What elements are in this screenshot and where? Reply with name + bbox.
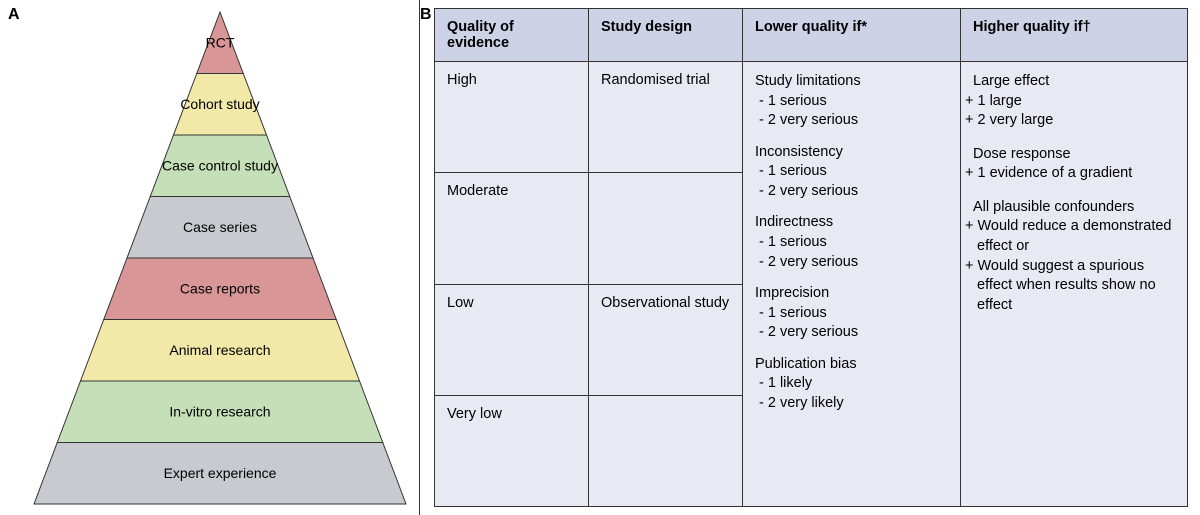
criteria-item: - 2 very serious bbox=[755, 182, 948, 202]
criteria-item: - 1 serious bbox=[755, 304, 948, 324]
criteria-item: + 2 very large bbox=[973, 111, 1175, 131]
design-cell bbox=[589, 396, 743, 506]
col-header-quality: Quality of evidence bbox=[435, 9, 589, 61]
criteria-item: + 1 evidence of a gradient bbox=[973, 164, 1175, 184]
design-cell: Randomised trial bbox=[589, 62, 743, 172]
lower-quality-cell: Study limitations- 1 serious- 2 very ser… bbox=[743, 62, 961, 506]
criteria-item: + Would reduce a demonstrated effect or bbox=[973, 217, 1175, 256]
criteria-block: Study limitations- 1 serious- 2 very ser… bbox=[755, 72, 948, 131]
criteria-title: Study limitations bbox=[755, 72, 948, 92]
pyramid-level-label: Case reports bbox=[180, 280, 260, 296]
panel-a-label: A bbox=[8, 6, 20, 24]
quality-cell: Very low bbox=[435, 396, 589, 506]
criteria-columns: Study limitations- 1 serious- 2 very ser… bbox=[743, 62, 1187, 506]
table-header-row: Quality of evidence Study design Lower q… bbox=[435, 9, 1187, 62]
criteria-item: - 1 serious bbox=[755, 92, 948, 112]
pyramid-level-label: Animal research bbox=[169, 342, 270, 358]
criteria-block: Dose response+ 1 evidence of a gradient bbox=[973, 145, 1175, 184]
criteria-block: Publication bias- 1 likely- 2 very likel… bbox=[755, 355, 948, 414]
criteria-item: + Would suggest a spurious effect when r… bbox=[973, 257, 1175, 316]
design-cell: Observational study bbox=[589, 285, 743, 395]
criteria-item: - 2 very likely bbox=[755, 394, 948, 414]
panel-b: B Quality of evidence Study design Lower… bbox=[420, 0, 1200, 515]
col-header-design: Study design bbox=[589, 9, 743, 61]
criteria-title: Large effect bbox=[973, 72, 1175, 92]
criteria-item: - 1 serious bbox=[755, 233, 948, 253]
criteria-title: All plausible confounders bbox=[973, 198, 1175, 218]
panel-b-label: B bbox=[420, 6, 432, 24]
criteria-block: Inconsistency- 1 serious- 2 very serious bbox=[755, 143, 948, 202]
quality-row: Very low bbox=[435, 396, 743, 506]
pyramid-level-label: RCT bbox=[206, 34, 235, 50]
criteria-item: + 1 large bbox=[973, 92, 1175, 112]
criteria-item: - 2 very serious bbox=[755, 323, 948, 343]
criteria-item: - 1 serious bbox=[755, 162, 948, 182]
quality-row: LowObservational study bbox=[435, 285, 743, 396]
pyramid-level-label: Cohort study bbox=[180, 96, 259, 112]
criteria-item: - 2 very serious bbox=[755, 111, 948, 131]
design-cell bbox=[589, 173, 743, 283]
criteria-block: Indirectness- 1 serious- 2 very serious bbox=[755, 213, 948, 272]
pyramid-level-label: Case control study bbox=[162, 157, 278, 173]
criteria-title: Indirectness bbox=[755, 213, 948, 233]
grade-table: Quality of evidence Study design Lower q… bbox=[434, 8, 1188, 507]
quality-row: Moderate bbox=[435, 173, 743, 284]
quality-design-rows: HighRandomised trialModerateLowObservati… bbox=[435, 62, 743, 506]
criteria-title: Inconsistency bbox=[755, 143, 948, 163]
col-header-higher: Higher quality if† bbox=[961, 9, 1187, 61]
quality-row: HighRandomised trial bbox=[435, 62, 743, 173]
criteria-item: - 1 likely bbox=[755, 374, 948, 394]
table-body: HighRandomised trialModerateLowObservati… bbox=[435, 62, 1187, 506]
criteria-block: Imprecision- 1 serious- 2 very serious bbox=[755, 284, 948, 343]
panel-a: A RCT Cohort study Case control study Case … bbox=[0, 0, 420, 515]
criteria-title: Imprecision bbox=[755, 284, 948, 304]
criteria-item: - 2 very serious bbox=[755, 253, 948, 273]
criteria-block: All plausible confounders+ Would reduce … bbox=[973, 198, 1175, 315]
higher-quality-cell: Large effect+ 1 large+ 2 very large Dose … bbox=[961, 62, 1187, 506]
col-header-lower: Lower quality if* bbox=[743, 9, 961, 61]
pyramid-level-label: Case series bbox=[183, 219, 257, 235]
criteria-block: Large effect+ 1 large+ 2 very large bbox=[973, 72, 1175, 131]
quality-cell: High bbox=[435, 62, 589, 172]
criteria-title: Publication bias bbox=[755, 355, 948, 375]
criteria-title: Dose response bbox=[973, 145, 1175, 165]
quality-cell: Low bbox=[435, 285, 589, 395]
pyramid-level-label: Expert experience bbox=[164, 465, 277, 481]
pyramid-level-label: In-vitro research bbox=[169, 403, 270, 419]
evidence-pyramid: RCT Cohort study Case control study Case se… bbox=[30, 10, 410, 510]
quality-cell: Moderate bbox=[435, 173, 589, 283]
